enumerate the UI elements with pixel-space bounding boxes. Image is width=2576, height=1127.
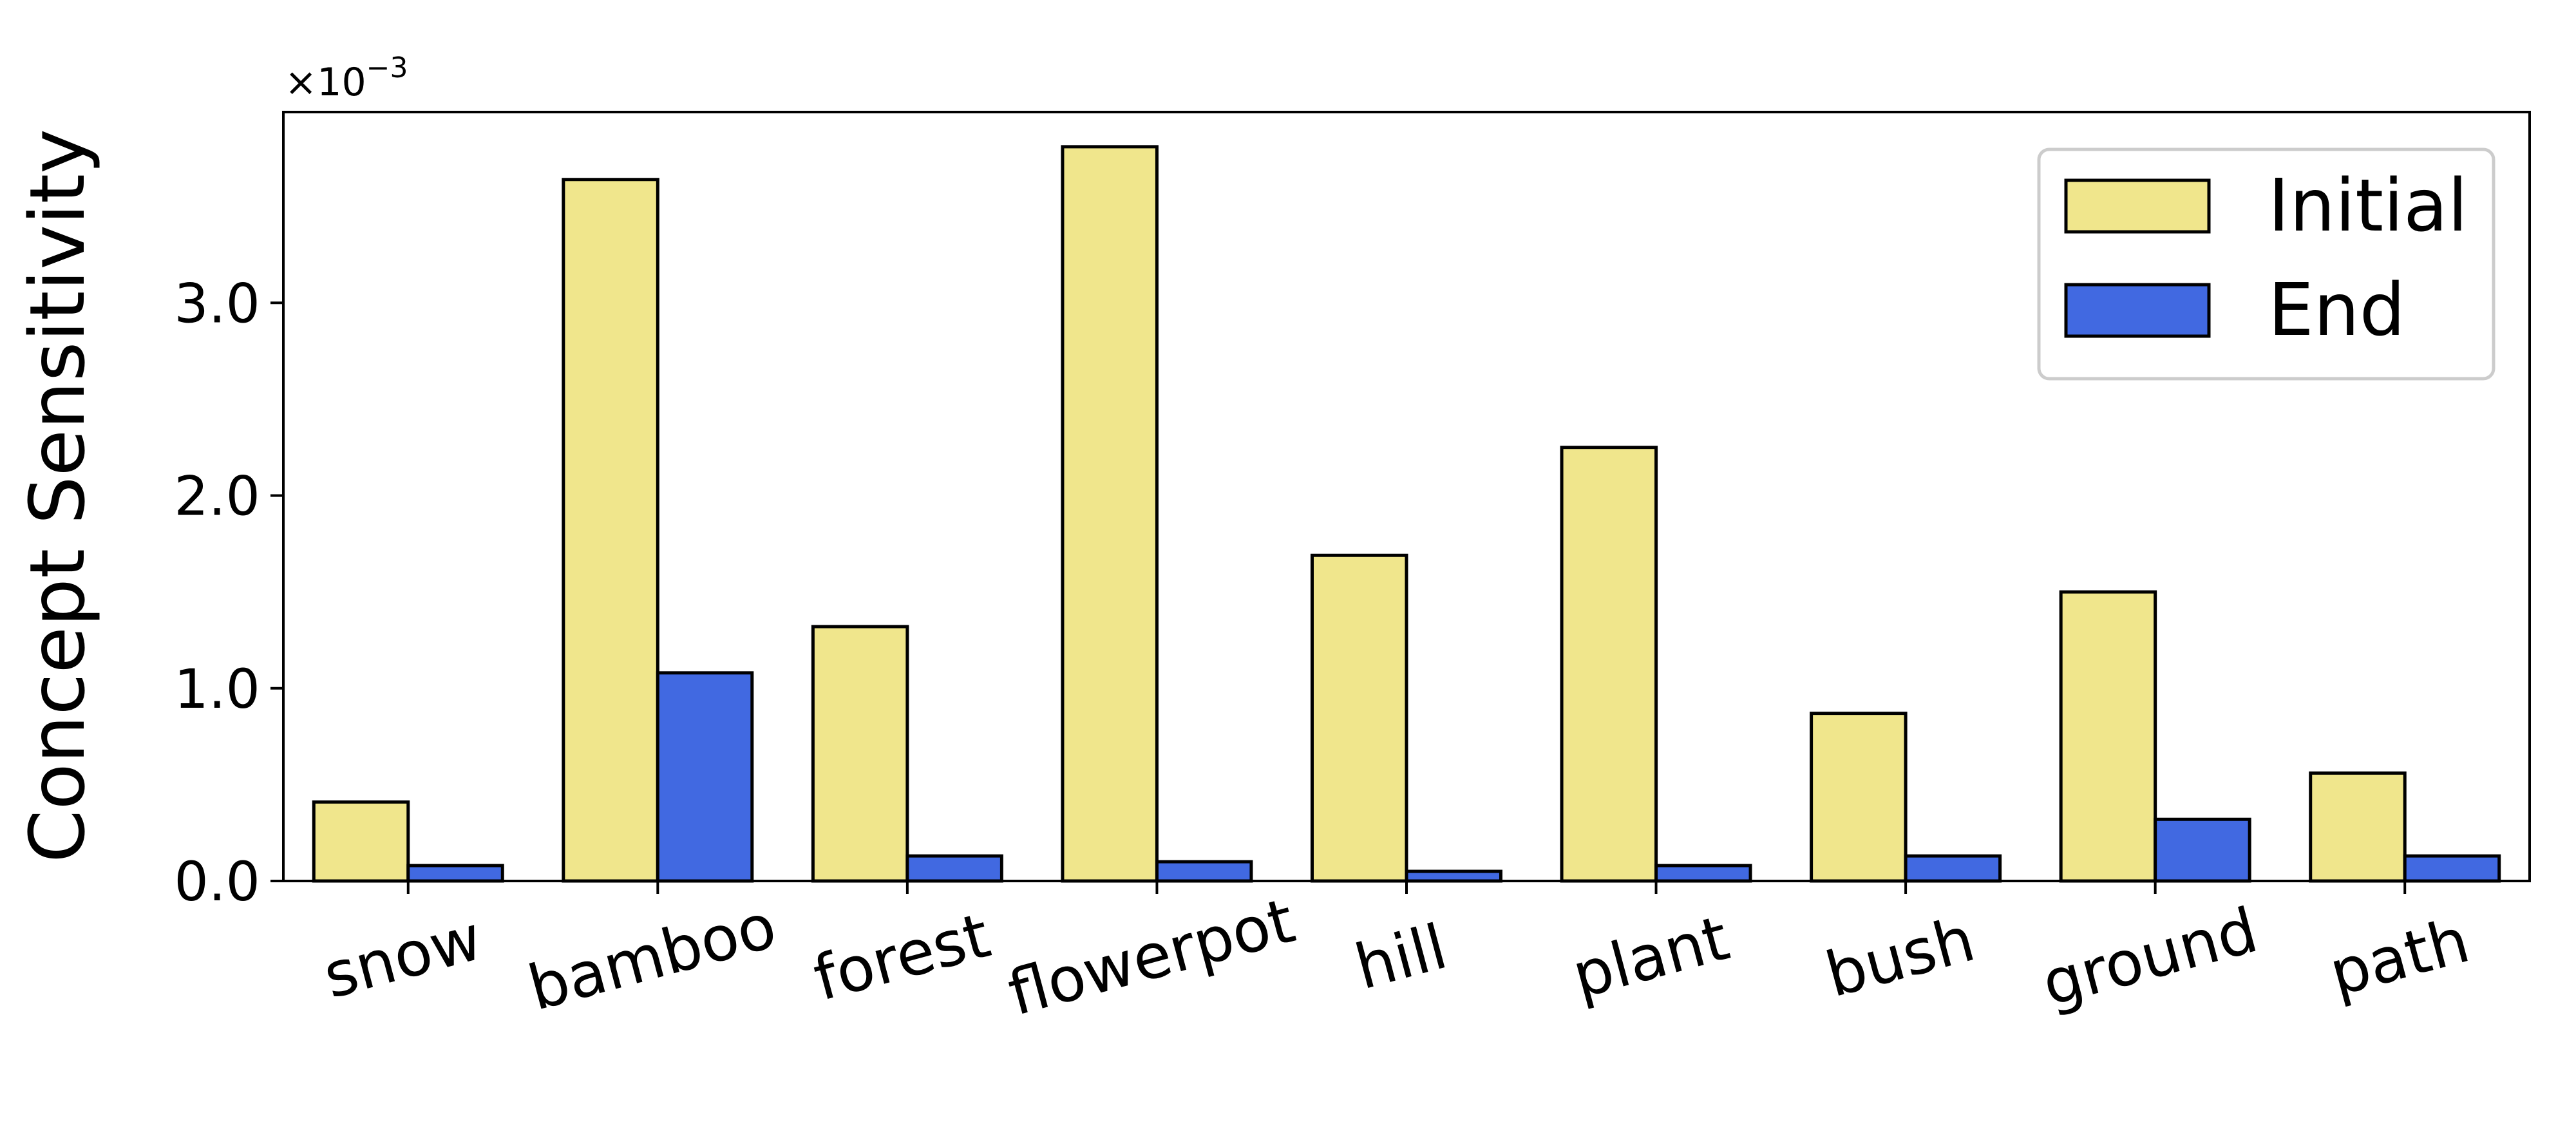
bar-end-ground	[2154, 817, 2251, 883]
x-tick-label-bush: bush	[1819, 903, 1982, 1011]
x-tick-label-snow: snow	[316, 902, 489, 1012]
bar-initial-bamboo	[562, 178, 659, 883]
x-tick-label-forest: forest	[806, 899, 997, 1015]
y-axis-multiplier-base: ×10	[285, 60, 366, 105]
legend-swatch-initial	[2064, 178, 2211, 234]
legend: Initial End	[2037, 147, 2496, 381]
bar-end-plant	[1654, 864, 1752, 883]
legend-label-end: End	[2268, 269, 2405, 352]
y-axis-multiplier-exponent: −3	[366, 52, 408, 84]
y-tick-label-3.0: 3.0	[174, 272, 260, 335]
legend-swatch-end	[2064, 283, 2211, 338]
y-tick-label-0.0: 0.0	[174, 850, 260, 913]
x-axis-ticks: snow bamboo forest flowerpot hill plant bush gr…	[316, 881, 2477, 1030]
x-tick-label-plant: plant	[1565, 902, 1736, 1012]
bar-initial-snow	[312, 800, 410, 883]
bar-end-bush	[1904, 854, 2002, 883]
bar-initial-forest	[811, 625, 909, 883]
bar-initial-bush	[1810, 712, 1908, 883]
bar-initial-path	[2309, 771, 2407, 883]
x-tick-label-hill: hill	[1348, 911, 1454, 1004]
bar-initial-flowerpot	[1061, 145, 1159, 883]
legend-label-initial: Initial	[2268, 164, 2468, 248]
x-tick-label-path: path	[2322, 904, 2477, 1010]
bar-end-forest	[905, 854, 1003, 883]
bar-end-snow	[406, 864, 504, 883]
bar-end-hill	[1405, 869, 1502, 883]
y-axis-label: Concept Sensitivity	[13, 129, 102, 863]
y-axis-multiplier: ×10−3	[285, 52, 408, 105]
bar-initial-plant	[1560, 446, 1658, 883]
bar-end-flowerpot	[1155, 860, 1253, 883]
bar-end-bamboo	[656, 671, 754, 883]
y-axis-ticks: 0.0 1.0 2.0 3.0	[174, 272, 283, 913]
x-tick-label-bamboo: bamboo	[521, 889, 783, 1025]
y-tick-label-2.0: 2.0	[174, 465, 260, 528]
y-tick-label-1.0: 1.0	[174, 658, 260, 721]
bar-initial-ground	[2059, 590, 2157, 883]
bars-group	[312, 145, 2501, 883]
x-tick-label-ground: ground	[2035, 894, 2265, 1020]
x-tick-label-flowerpot: flowerpot	[1001, 884, 1302, 1030]
bar-initial-hill	[1311, 553, 1408, 883]
bar-end-path	[2403, 854, 2501, 883]
